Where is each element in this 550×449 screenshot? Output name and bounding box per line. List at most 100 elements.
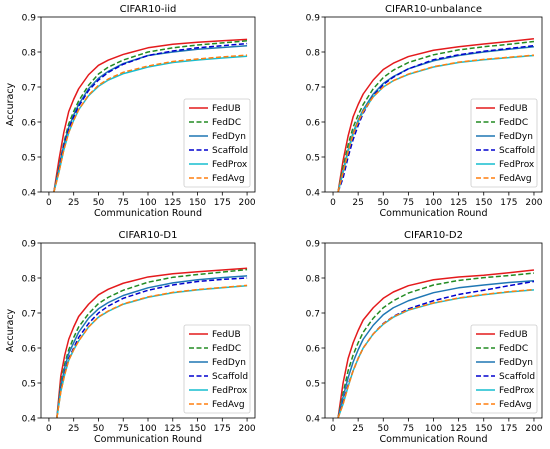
x-tick-label: 125: [164, 424, 181, 434]
x-tick-label: 75: [403, 424, 414, 434]
chart-title: CIFAR10-unbalance: [385, 4, 482, 15]
x-tick-label: 25: [68, 198, 79, 208]
series-line-fedavg: [56, 284, 248, 418]
chart-panel-2: CIFAR10-unbalance 0.4 0.5 0.6 0.7 0.8 0.9 0 25 50…: [306, 4, 543, 219]
x-tick-label: 50: [378, 198, 390, 208]
y-tick-label: 0.6: [306, 344, 321, 354]
legend-label-fedprox: FedProx: [499, 386, 535, 396]
legend-box: [183, 98, 251, 188]
x-tick-label: 100: [425, 424, 442, 434]
x-tick-label: 150: [475, 198, 492, 208]
x-tick-label: 200: [525, 198, 542, 208]
series-line-fedub: [337, 269, 535, 418]
x-tick-label: 75: [403, 198, 414, 208]
legend-label-scaffold: Scaffold: [499, 146, 535, 156]
x-axis-label: Communication Round: [94, 208, 202, 219]
plot-frame: [324, 16, 543, 193]
legend-label-feddc: FedDC: [499, 118, 528, 128]
y-tick-label: 0.6: [306, 118, 321, 128]
y-tick-label: 0.5: [22, 379, 36, 389]
x-tick-label: 150: [189, 198, 206, 208]
x-tick-label: 200: [525, 424, 542, 434]
legend-label-feddyn: FedDyn: [212, 132, 246, 142]
legend-label-feddyn: FedDyn: [212, 358, 246, 368]
legend: FedUB FedDC FedDyn Scaffold FedProx FedAvg: [183, 98, 251, 188]
series-line-fedub: [53, 38, 248, 192]
legend-label-feddc: FedDC: [212, 344, 241, 354]
x-tick-label: 0: [330, 198, 336, 208]
chart-title: CIFAR10-D2: [404, 230, 463, 241]
x-tick-label: 100: [425, 198, 442, 208]
plot-frame: [40, 242, 256, 419]
x-tick-label: 0: [46, 198, 52, 208]
y-axis-label: Accuracy: [5, 82, 16, 126]
y-tick-label: 0.9: [22, 13, 37, 23]
legend-label-scaffold: Scaffold: [212, 372, 248, 382]
legend-label-feddyn: FedDyn: [499, 358, 533, 368]
legend-label-fedprox: FedProx: [499, 160, 535, 170]
x-tick-label: 50: [378, 424, 390, 434]
legend-label-scaffold: Scaffold: [499, 372, 535, 382]
y-tick-label: 0.6: [22, 118, 37, 128]
x-tick-label: 25: [352, 424, 363, 434]
series-lines: [53, 38, 248, 192]
x-tick-label: 25: [68, 424, 79, 434]
y-tick-label: 0.8: [306, 48, 321, 58]
x-axis-label: Communication Round: [380, 434, 488, 445]
y-axis-label: Accuracy: [5, 308, 16, 352]
legend-label-fedub: FedUB: [212, 330, 241, 340]
series-line-fedavg: [53, 54, 248, 192]
series-line-fedub: [56, 267, 248, 418]
legend-label-fedavg: FedAvg: [499, 400, 532, 410]
chart-title: CIFAR10-D1: [119, 230, 178, 241]
series-line-feddc: [337, 272, 535, 418]
series-line-scaffold: [56, 277, 248, 418]
legend-label-fedub: FedUB: [499, 104, 528, 114]
x-tick-label: 200: [238, 198, 255, 208]
x-tick-label: 175: [214, 424, 231, 434]
series-lines: [337, 269, 535, 418]
legend-label-fedprox: FedProx: [212, 160, 248, 170]
y-tick-label: 0.7: [306, 309, 320, 319]
series-line-feddyn: [56, 275, 248, 418]
x-tick-label: 25: [352, 198, 363, 208]
x-tick-label: 0: [46, 424, 52, 434]
x-tick-label: 150: [189, 424, 206, 434]
y-tick-label: 0.4: [306, 414, 321, 424]
series-line-feddyn: [337, 280, 535, 418]
x-tick-label: 50: [93, 198, 105, 208]
x-axis-label: Communication Round: [94, 434, 202, 445]
y-tick-label: 0.9: [22, 239, 37, 249]
legend-label-scaffold: Scaffold: [212, 146, 248, 156]
y-tick-label: 0.4: [306, 188, 321, 198]
series-line-fedavg: [337, 288, 535, 418]
legend-label-feddyn: FedDyn: [499, 132, 533, 142]
chart-panel-3: CIFAR10-D1 0.4 0.5 0.6 0.7 0.8 0.9 0 25 50 75 100 12…: [5, 230, 256, 445]
series-line-feddc: [56, 268, 248, 418]
legend-label-fedavg: FedAvg: [212, 174, 245, 184]
x-tick-label: 125: [164, 198, 181, 208]
chart-title: CIFAR10-iid: [120, 4, 177, 15]
x-tick-label: 100: [139, 198, 156, 208]
legend-box: [470, 98, 538, 188]
x-tick-label: 150: [475, 424, 492, 434]
legend-label-fedavg: FedAvg: [499, 174, 532, 184]
y-tick-label: 0.9: [306, 239, 321, 249]
x-tick-label: 75: [118, 198, 129, 208]
legend-label-fedavg: FedAvg: [212, 400, 245, 410]
legend: FedUB FedDC FedDyn Scaffold FedProx FedAvg: [470, 324, 538, 414]
x-tick-label: 125: [450, 424, 467, 434]
y-tick-label: 0.5: [22, 153, 36, 163]
y-tick-label: 0.8: [22, 274, 37, 284]
legend-label-fedub: FedUB: [212, 104, 241, 114]
x-tick-label: 175: [214, 198, 231, 208]
y-tick-label: 0.7: [306, 83, 320, 93]
legend-label-feddc: FedDC: [499, 344, 528, 354]
x-tick-label: 50: [93, 424, 105, 434]
legend-box: [183, 324, 251, 414]
x-tick-label: 100: [139, 424, 156, 434]
x-axis-label: Communication Round: [380, 208, 488, 219]
series-lines: [56, 267, 248, 418]
x-tick-label: 200: [238, 424, 255, 434]
